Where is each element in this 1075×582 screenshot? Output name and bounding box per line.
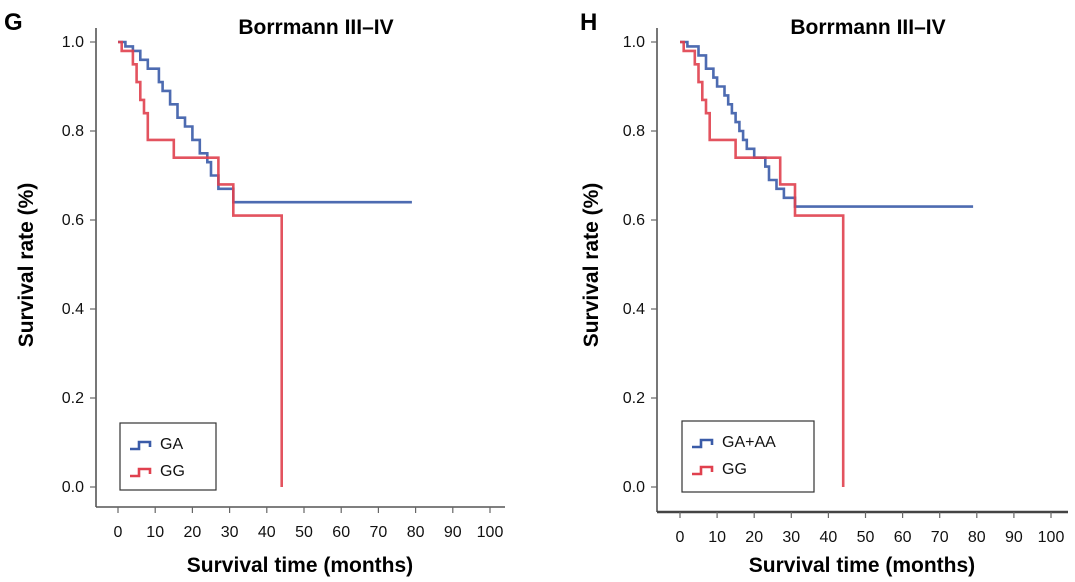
legend-swatch <box>130 440 152 451</box>
x-tick-label: 50 <box>295 524 313 541</box>
chart-panel-h: H Borrmann III–IV 0.0 0.2 0.4 0.6 0.8 1.0 0 10 20 3… <box>580 9 1068 577</box>
survival-curve-ga-aa <box>680 40 974 208</box>
legend-label: GG <box>160 463 185 480</box>
x-tick-label: 60 <box>894 529 912 546</box>
x-tick-label: 70 <box>931 529 949 546</box>
x-tick-label: 20 <box>184 524 202 541</box>
y-tick-label: 0.6 <box>623 212 645 229</box>
y-tick-label: 0.0 <box>623 479 645 496</box>
x-tick-label: 50 <box>857 529 875 546</box>
y-tick-label: 0.8 <box>62 123 84 140</box>
chart-title: Borrmann III–IV <box>790 16 945 39</box>
y-tick-label: 0.2 <box>62 390 84 407</box>
x-tick-label: 90 <box>1005 529 1023 546</box>
x-tick-label: 40 <box>820 529 838 546</box>
x-tick-label: 0 <box>114 524 123 541</box>
x-axis-label: Survival time (months) <box>187 554 413 577</box>
x-tick-label: 10 <box>146 524 164 541</box>
x-tick-label: 0 <box>676 529 685 546</box>
legend-box <box>681 420 815 493</box>
x-tick-label: 100 <box>477 524 504 541</box>
x-tick-label: 30 <box>782 529 800 546</box>
survival-curve-ga <box>118 40 412 204</box>
legend-label: GG <box>722 461 747 478</box>
x-tick-label: 10 <box>708 529 726 546</box>
panel-letter: G <box>4 9 23 36</box>
x-tick-label: 20 <box>745 529 763 546</box>
y-tick-label: 0.6 <box>62 212 84 229</box>
legend-label: GA+AA <box>722 434 776 451</box>
y-tick-label: 0.8 <box>623 123 645 140</box>
y-tick-label: 0.4 <box>623 301 645 318</box>
survival-curve-gg <box>680 40 845 487</box>
x-tick-label: 30 <box>221 524 239 541</box>
y-tick-label: 0.2 <box>623 390 645 407</box>
x-tick-label: 100 <box>1038 529 1065 546</box>
legend-swatch <box>692 465 714 476</box>
y-tick-label: 1.0 <box>62 34 84 51</box>
legend-box <box>119 422 217 491</box>
legend-swatch <box>692 438 714 449</box>
x-tick-label: 40 <box>258 524 276 541</box>
x-tick-label: 70 <box>370 524 388 541</box>
y-tick-label: 1.0 <box>623 34 645 51</box>
x-tick-label: 60 <box>332 524 350 541</box>
chart-title: Borrmann III–IV <box>238 16 393 39</box>
x-axis-label: Survival time (months) <box>749 554 975 577</box>
y-tick-label: 0.4 <box>62 301 84 318</box>
legend: GA+AA GG <box>681 420 815 493</box>
x-tick-label: 90 <box>444 524 462 541</box>
x-tick-label: 80 <box>968 529 986 546</box>
chart-panel-g: G Borrmann III–IV 0.0 0.2 0.4 0.6 0.8 1.0 0 10 20 3… <box>4 9 505 577</box>
legend-swatch <box>130 467 152 478</box>
y-axis-label: Survival rate (%) <box>15 183 38 348</box>
survival-curve-gg <box>118 40 283 487</box>
y-axis-label: Survival rate (%) <box>580 183 603 348</box>
y-tick-label: 0.0 <box>62 479 84 496</box>
panel-letter: H <box>580 9 597 36</box>
x-tick-label: 80 <box>407 524 425 541</box>
legend: GA GG <box>119 422 217 491</box>
legend-label: GA <box>160 436 183 453</box>
